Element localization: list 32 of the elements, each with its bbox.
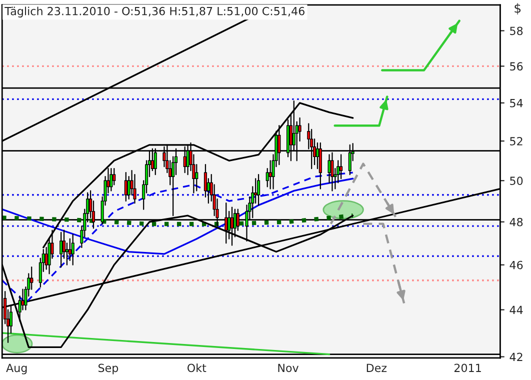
x-tick-label: Dez bbox=[366, 364, 387, 372]
candlestick bbox=[68, 238, 72, 262]
candlestick bbox=[133, 174, 136, 204]
candlestick bbox=[60, 232, 63, 268]
y-tick-label: 52 bbox=[510, 137, 522, 146]
line-series bbox=[2, 214, 355, 226]
candlestick bbox=[254, 178, 258, 204]
candlestick bbox=[124, 172, 128, 202]
candlestick bbox=[316, 142, 320, 170]
candlestick bbox=[340, 154, 343, 180]
y-tick-label: 56 bbox=[510, 62, 523, 71]
y-tick-label: 46 bbox=[510, 260, 523, 270]
y-tick-label: 48 bbox=[510, 218, 523, 226]
candlestick bbox=[65, 242, 68, 266]
candlestick bbox=[71, 234, 74, 266]
y-axis-title: $ bbox=[514, 3, 521, 15]
y-tick-label: 44 bbox=[510, 306, 523, 314]
y-tick-label: 54 bbox=[510, 99, 523, 108]
y-tick-label: 42 bbox=[510, 352, 522, 361]
y-tick-label: 50 bbox=[510, 176, 523, 186]
x-tick-label: Okt bbox=[187, 364, 206, 372]
y-tick-label: 58 bbox=[510, 26, 523, 36]
chart-title: Täglich 23.11.2010 - O:51,36 H:51,87 L:51,00 C:51,46 bbox=[4, 6, 304, 18]
x-tick-label: Aug bbox=[6, 364, 27, 374]
candlestick bbox=[195, 164, 198, 192]
candlestick bbox=[257, 174, 260, 206]
x-tick-label: Sep bbox=[98, 364, 118, 374]
candlestick bbox=[112, 168, 116, 186]
x-tick-label: Nov bbox=[278, 364, 299, 372]
candlestick bbox=[110, 168, 113, 192]
x-tick-label: 2011 bbox=[454, 364, 481, 372]
candlestick bbox=[30, 266, 34, 290]
